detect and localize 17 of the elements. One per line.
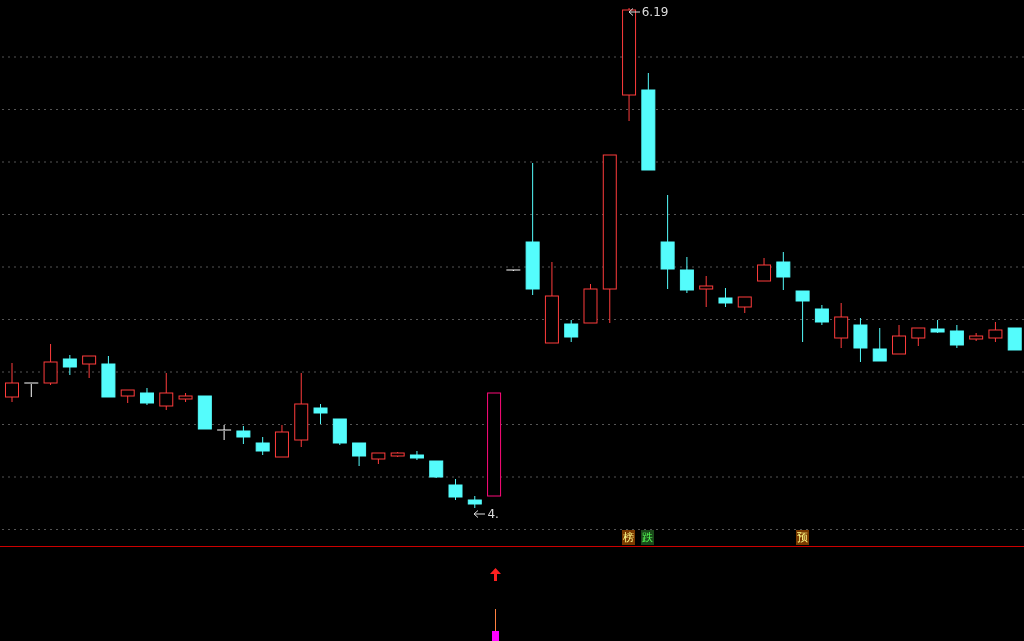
candlestick <box>409 450 424 461</box>
candlestick <box>622 8 637 122</box>
candlestick <box>679 256 694 294</box>
annotation: 4. <box>487 507 499 521</box>
candlestick <box>834 302 849 349</box>
candlestick <box>5 362 19 403</box>
candlestick <box>216 424 232 441</box>
candlestick <box>660 194 675 290</box>
candlestick <box>776 251 791 291</box>
candlestick <box>699 275 714 308</box>
candlestick <box>814 304 829 326</box>
candlestick <box>949 324 964 349</box>
annotation: 6.19 <box>641 5 669 19</box>
text: 跌 <box>641 530 654 545</box>
text: 榜 <box>622 530 635 545</box>
text: 预 <box>796 530 809 545</box>
candlestick <box>139 387 154 406</box>
